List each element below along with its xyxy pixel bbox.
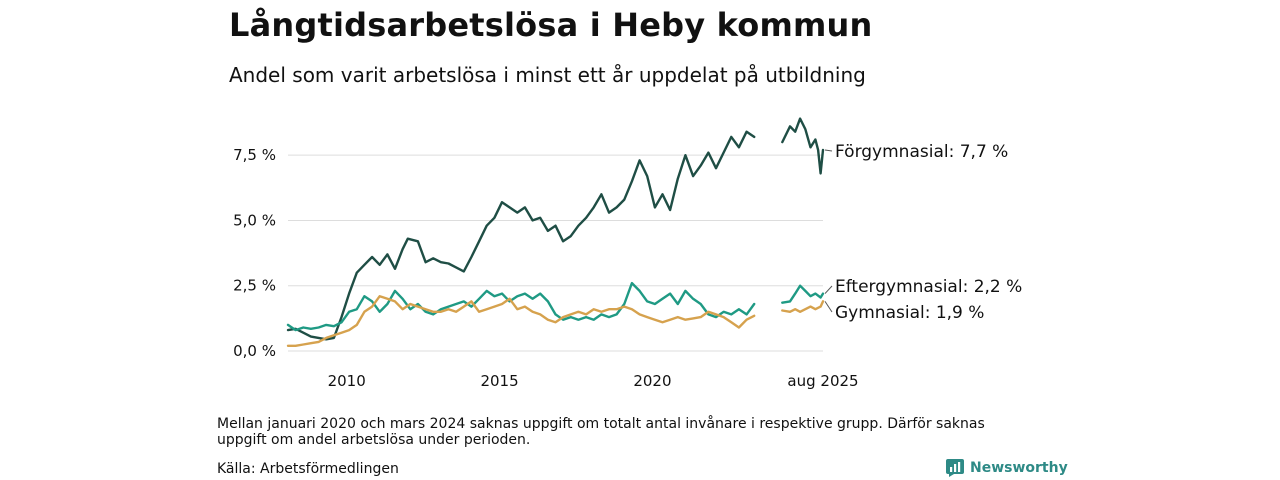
y-tick-label: 5,0 % (233, 211, 276, 229)
chart-title: Långtidsarbetslösa i Heby kommun (229, 6, 873, 44)
x-tick-label: 2020 (633, 372, 671, 390)
y-tick-label: 0,0 % (233, 342, 276, 360)
x-tick-label: 2015 (480, 372, 518, 390)
newsworthy-logo[interactable]: Newsworthy (946, 458, 1068, 478)
y-tick-label: 7,5 % (233, 146, 276, 164)
x-tick-label: 2010 (328, 372, 366, 390)
series-line-gymnasial-0 (286, 295, 756, 347)
series-line-förgymnasial-0 (286, 130, 756, 341)
end-label-leader (824, 285, 833, 294)
series-line-eftergymnasial-1 (781, 284, 825, 304)
y-tick-label: 2,5 % (233, 277, 276, 295)
series-line-gymnasial-1 (781, 300, 825, 313)
end-label-leader (824, 149, 833, 152)
end-label-forgymnasial: Förgymnasial: 7,7 % (835, 142, 1008, 162)
source-text: Källa: Arbetsförmedlingen (217, 461, 399, 477)
end-label-gymnasial: Gymnasial: 1,9 % (835, 303, 984, 323)
end-label-eftergymnasial: Eftergymnasial: 2,2 % (835, 277, 1022, 297)
chart-subtitle: Andel som varit arbetslösa i minst ett å… (229, 63, 866, 87)
x-tick-label: aug 2025 (787, 372, 858, 390)
footnote: Mellan januari 2020 och mars 2024 saknas… (217, 416, 985, 448)
series-line-förgymnasial-1 (781, 117, 825, 175)
end-label-leader (824, 301, 833, 313)
newsworthy-bar-chart-icon (946, 459, 964, 477)
brand-name: Newsworthy (970, 460, 1068, 476)
series-line-eftergymnasial-0 (286, 281, 756, 332)
